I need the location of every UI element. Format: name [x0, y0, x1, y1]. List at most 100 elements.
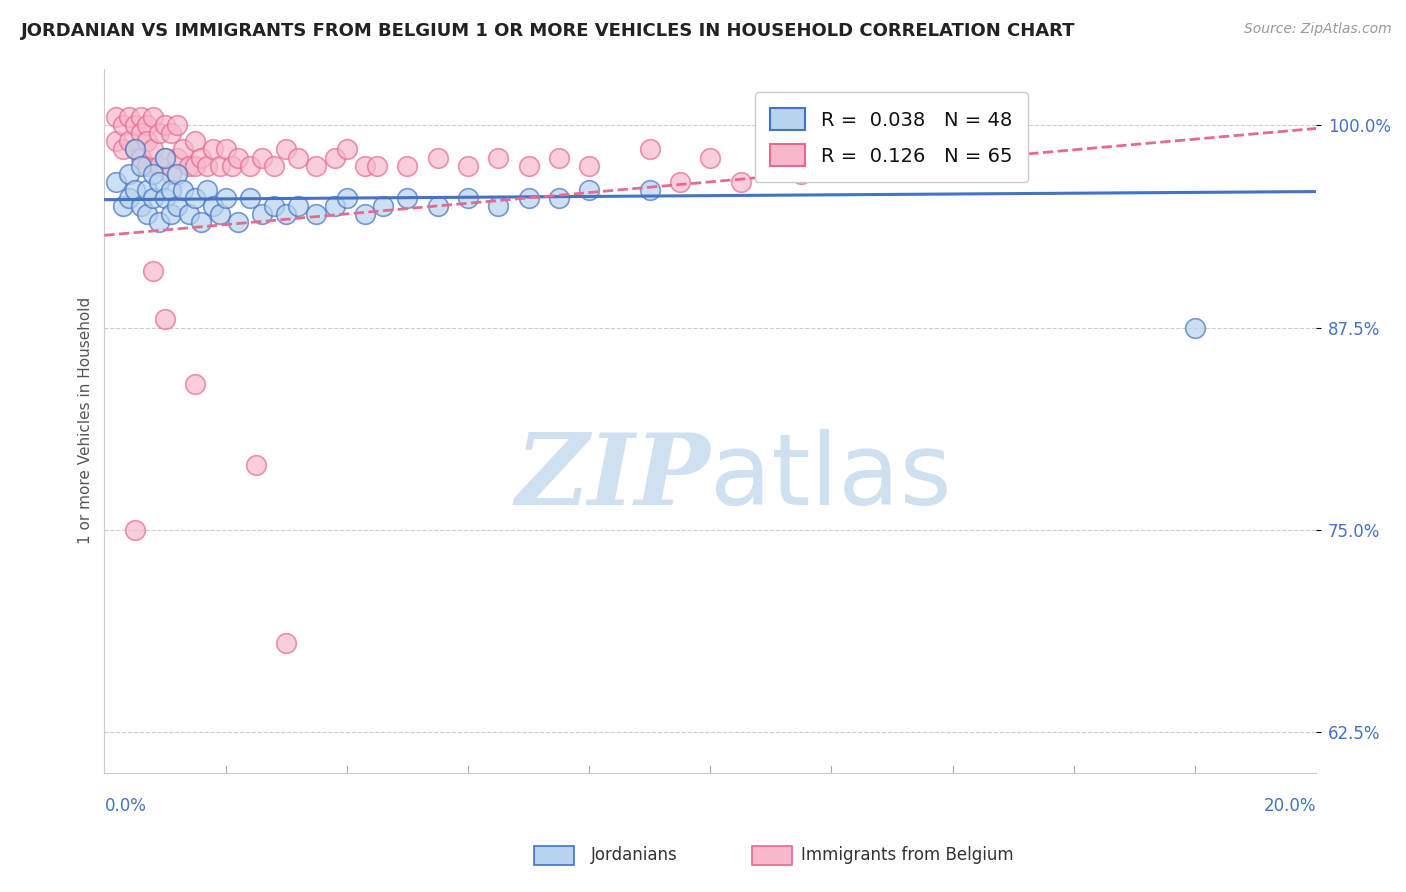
Point: [486, 199, 509, 213]
Point: [457, 159, 479, 173]
Text: Jordanians: Jordanians: [591, 846, 678, 863]
Point: [202, 199, 225, 213]
Point: [669, 175, 692, 189]
Point: [135, 118, 157, 132]
Text: ZIP: ZIP: [515, 429, 710, 525]
Text: 0.0%: 0.0%: [104, 797, 146, 815]
Point: [851, 159, 873, 173]
Point: [354, 159, 377, 173]
Point: [371, 199, 394, 213]
Point: [124, 183, 146, 197]
Point: [276, 143, 298, 157]
Point: [336, 143, 359, 157]
Point: [105, 135, 128, 149]
Point: [153, 312, 176, 326]
Point: [153, 151, 176, 165]
Point: [226, 151, 249, 165]
Point: [1184, 320, 1206, 334]
Point: [226, 215, 249, 229]
Point: [578, 159, 600, 173]
Point: [153, 191, 176, 205]
Point: [699, 151, 721, 165]
Point: [105, 175, 128, 189]
Point: [142, 143, 165, 157]
Point: [166, 167, 188, 181]
Point: [117, 110, 139, 124]
Point: [129, 199, 152, 213]
Point: [160, 167, 183, 181]
Point: [287, 199, 309, 213]
Text: 20.0%: 20.0%: [1264, 797, 1316, 815]
Point: [142, 264, 165, 278]
Point: [124, 523, 146, 537]
Point: [208, 159, 231, 173]
Point: [111, 118, 134, 132]
Point: [184, 377, 207, 392]
Point: [263, 199, 285, 213]
Point: [117, 135, 139, 149]
Text: JORDANIAN VS IMMIGRANTS FROM BELGIUM 1 OR MORE VEHICLES IN HOUSEHOLD CORRELATION: JORDANIAN VS IMMIGRANTS FROM BELGIUM 1 O…: [21, 22, 1076, 40]
Point: [160, 207, 183, 221]
Point: [820, 143, 842, 157]
Point: [124, 118, 146, 132]
Point: [197, 183, 219, 197]
Point: [486, 151, 509, 165]
Point: [730, 175, 752, 189]
Point: [153, 118, 176, 132]
Point: [172, 183, 194, 197]
Point: [160, 126, 183, 140]
Point: [129, 151, 152, 165]
Point: [287, 151, 309, 165]
Text: Source: ZipAtlas.com: Source: ZipAtlas.com: [1244, 22, 1392, 37]
Point: [148, 175, 170, 189]
Point: [184, 135, 207, 149]
Point: [517, 159, 540, 173]
Point: [179, 207, 201, 221]
Point: [135, 183, 157, 197]
Point: [142, 191, 165, 205]
Point: [208, 207, 231, 221]
Point: [323, 199, 346, 213]
Point: [305, 207, 328, 221]
Point: [117, 191, 139, 205]
Point: [111, 199, 134, 213]
Point: [129, 159, 152, 173]
Point: [160, 183, 183, 197]
Point: [179, 159, 201, 173]
Point: [250, 151, 273, 165]
Point: [142, 110, 165, 124]
Point: [221, 159, 243, 173]
Point: [517, 191, 540, 205]
Point: [166, 151, 188, 165]
Point: [426, 199, 449, 213]
Point: [166, 118, 188, 132]
Point: [547, 191, 569, 205]
Point: [202, 143, 225, 157]
Point: [276, 207, 298, 221]
Point: [239, 159, 262, 173]
Point: [184, 191, 207, 205]
Point: [105, 110, 128, 124]
Point: [190, 151, 212, 165]
Point: [124, 143, 146, 157]
Point: [117, 167, 139, 181]
Point: [305, 159, 328, 173]
Point: [263, 159, 285, 173]
Point: [153, 151, 176, 165]
Point: [396, 191, 419, 205]
Point: [245, 458, 267, 473]
Point: [135, 135, 157, 149]
Point: [366, 159, 388, 173]
Point: [184, 159, 207, 173]
Point: [172, 143, 194, 157]
Point: [336, 191, 359, 205]
Point: [214, 191, 236, 205]
Point: [578, 183, 600, 197]
Point: [148, 159, 170, 173]
Point: [129, 126, 152, 140]
Point: [790, 167, 813, 181]
Point: [323, 151, 346, 165]
Point: [426, 151, 449, 165]
Point: [638, 183, 661, 197]
Point: [135, 159, 157, 173]
